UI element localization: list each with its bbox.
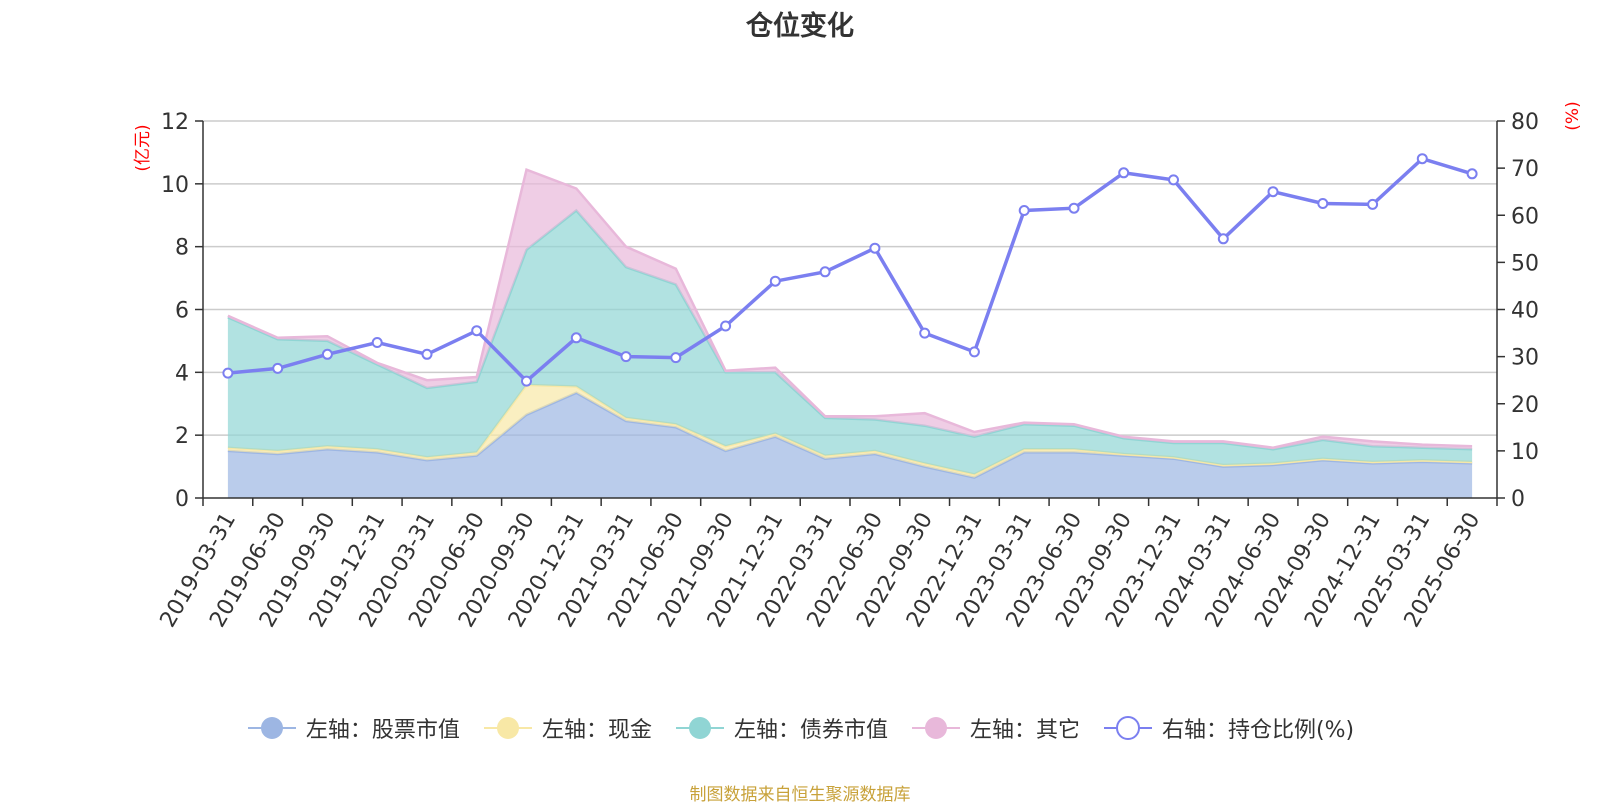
ratio-line-layer <box>222 153 1478 387</box>
ratio-point <box>869 242 881 254</box>
legend-marker-icon <box>247 717 296 739</box>
legend-label: 左轴：现金 <box>541 718 652 743</box>
legend-marker-icon <box>911 717 960 739</box>
ratio-point <box>1018 205 1030 216</box>
ratio-point <box>1416 153 1428 165</box>
ratio-point <box>670 352 682 364</box>
legend-label: 左轴：股票市值 <box>305 718 460 743</box>
y-right-tick-label: 10 <box>1511 440 1539 465</box>
legend-label: 左轴：其它 <box>969 718 1080 743</box>
area-series-2 <box>227 210 1473 475</box>
y-right-tick-label: 0 <box>1511 487 1525 512</box>
legend-item[interactable]: 左轴：债券市值 <box>674 712 888 744</box>
ratio-point <box>471 325 483 337</box>
legend-marker-icon <box>483 717 532 739</box>
legend-item[interactable]: 左轴：股票市值 <box>246 712 460 744</box>
y-right-tick-label: 80 <box>1511 110 1539 135</box>
ratio-point <box>1068 202 1080 214</box>
legend-label: 左轴：债券市值 <box>733 718 888 743</box>
y-right-tick-label: 20 <box>1511 393 1539 418</box>
ratio-point <box>272 362 284 374</box>
chart-title: 仓位变化 <box>746 11 854 42</box>
y-left-axis-label: (亿元) <box>133 124 153 171</box>
y-left-tick-label: 10 <box>161 173 189 198</box>
y-right-tick-label: 70 <box>1511 157 1539 182</box>
legend-label: 右轴：持仓比例(%) <box>1161 718 1355 743</box>
ratio-point <box>1317 198 1329 209</box>
ratio-point <box>1217 233 1229 245</box>
ratio-point <box>1118 167 1130 179</box>
ratio-point <box>421 348 433 360</box>
ratio-point <box>968 346 980 358</box>
legend-marker-icon <box>1103 716 1152 740</box>
ratio-point <box>321 348 333 360</box>
y-left-tick-label: 0 <box>175 487 189 512</box>
y-left-tick-label: 2 <box>175 424 189 449</box>
y-right-axis-label: (%) <box>1563 101 1583 130</box>
area-series-3-edge <box>227 168 1473 449</box>
ratio-point <box>1168 174 1179 186</box>
ratio-point <box>919 327 931 339</box>
y-right-tick-label: 30 <box>1511 346 1539 371</box>
ratio-point <box>371 337 383 348</box>
ratio-point <box>570 332 582 344</box>
ratio-point <box>769 275 781 287</box>
legend-item[interactable]: 右轴：持仓比例(%) <box>1102 712 1354 744</box>
legend-item[interactable]: 左轴：其它 <box>910 712 1080 744</box>
legend: 左轴：股票市值 左轴：现金 左轴：债券市值 左轴：其它 右轴：持仓比例(%) <box>0 712 1600 744</box>
ratio-point <box>620 351 632 363</box>
legend-item[interactable]: 左轴：现金 <box>482 712 652 744</box>
ratio-point <box>1267 186 1279 198</box>
ratio-point <box>521 375 532 387</box>
ratio-point <box>1466 168 1478 180</box>
ratio-point <box>222 367 234 379</box>
y-right-tick-label: 60 <box>1511 204 1539 229</box>
ratio-point <box>720 320 732 332</box>
legend-marker-icon <box>675 717 724 739</box>
y-left-tick-label: 6 <box>175 299 189 324</box>
area-series-2-edge <box>227 208 1473 451</box>
y-left-tick-label: 12 <box>161 110 189 135</box>
area-series-0 <box>227 392 1473 498</box>
ratio-point <box>1367 198 1379 210</box>
y-right-tick-label: 50 <box>1511 251 1539 276</box>
area-series-1 <box>227 384 1473 478</box>
y-left-tick-label: 4 <box>175 361 189 386</box>
ratio-line <box>227 156 1473 384</box>
y-right-tick-label: 40 <box>1511 299 1539 324</box>
area-series-3 <box>227 169 1473 450</box>
source-note: 制图数据来自恒生聚源数据库 <box>689 785 911 805</box>
ratio-point <box>819 266 831 278</box>
stacked-areas <box>227 168 1473 498</box>
y-left-tick-label: 8 <box>175 236 189 261</box>
